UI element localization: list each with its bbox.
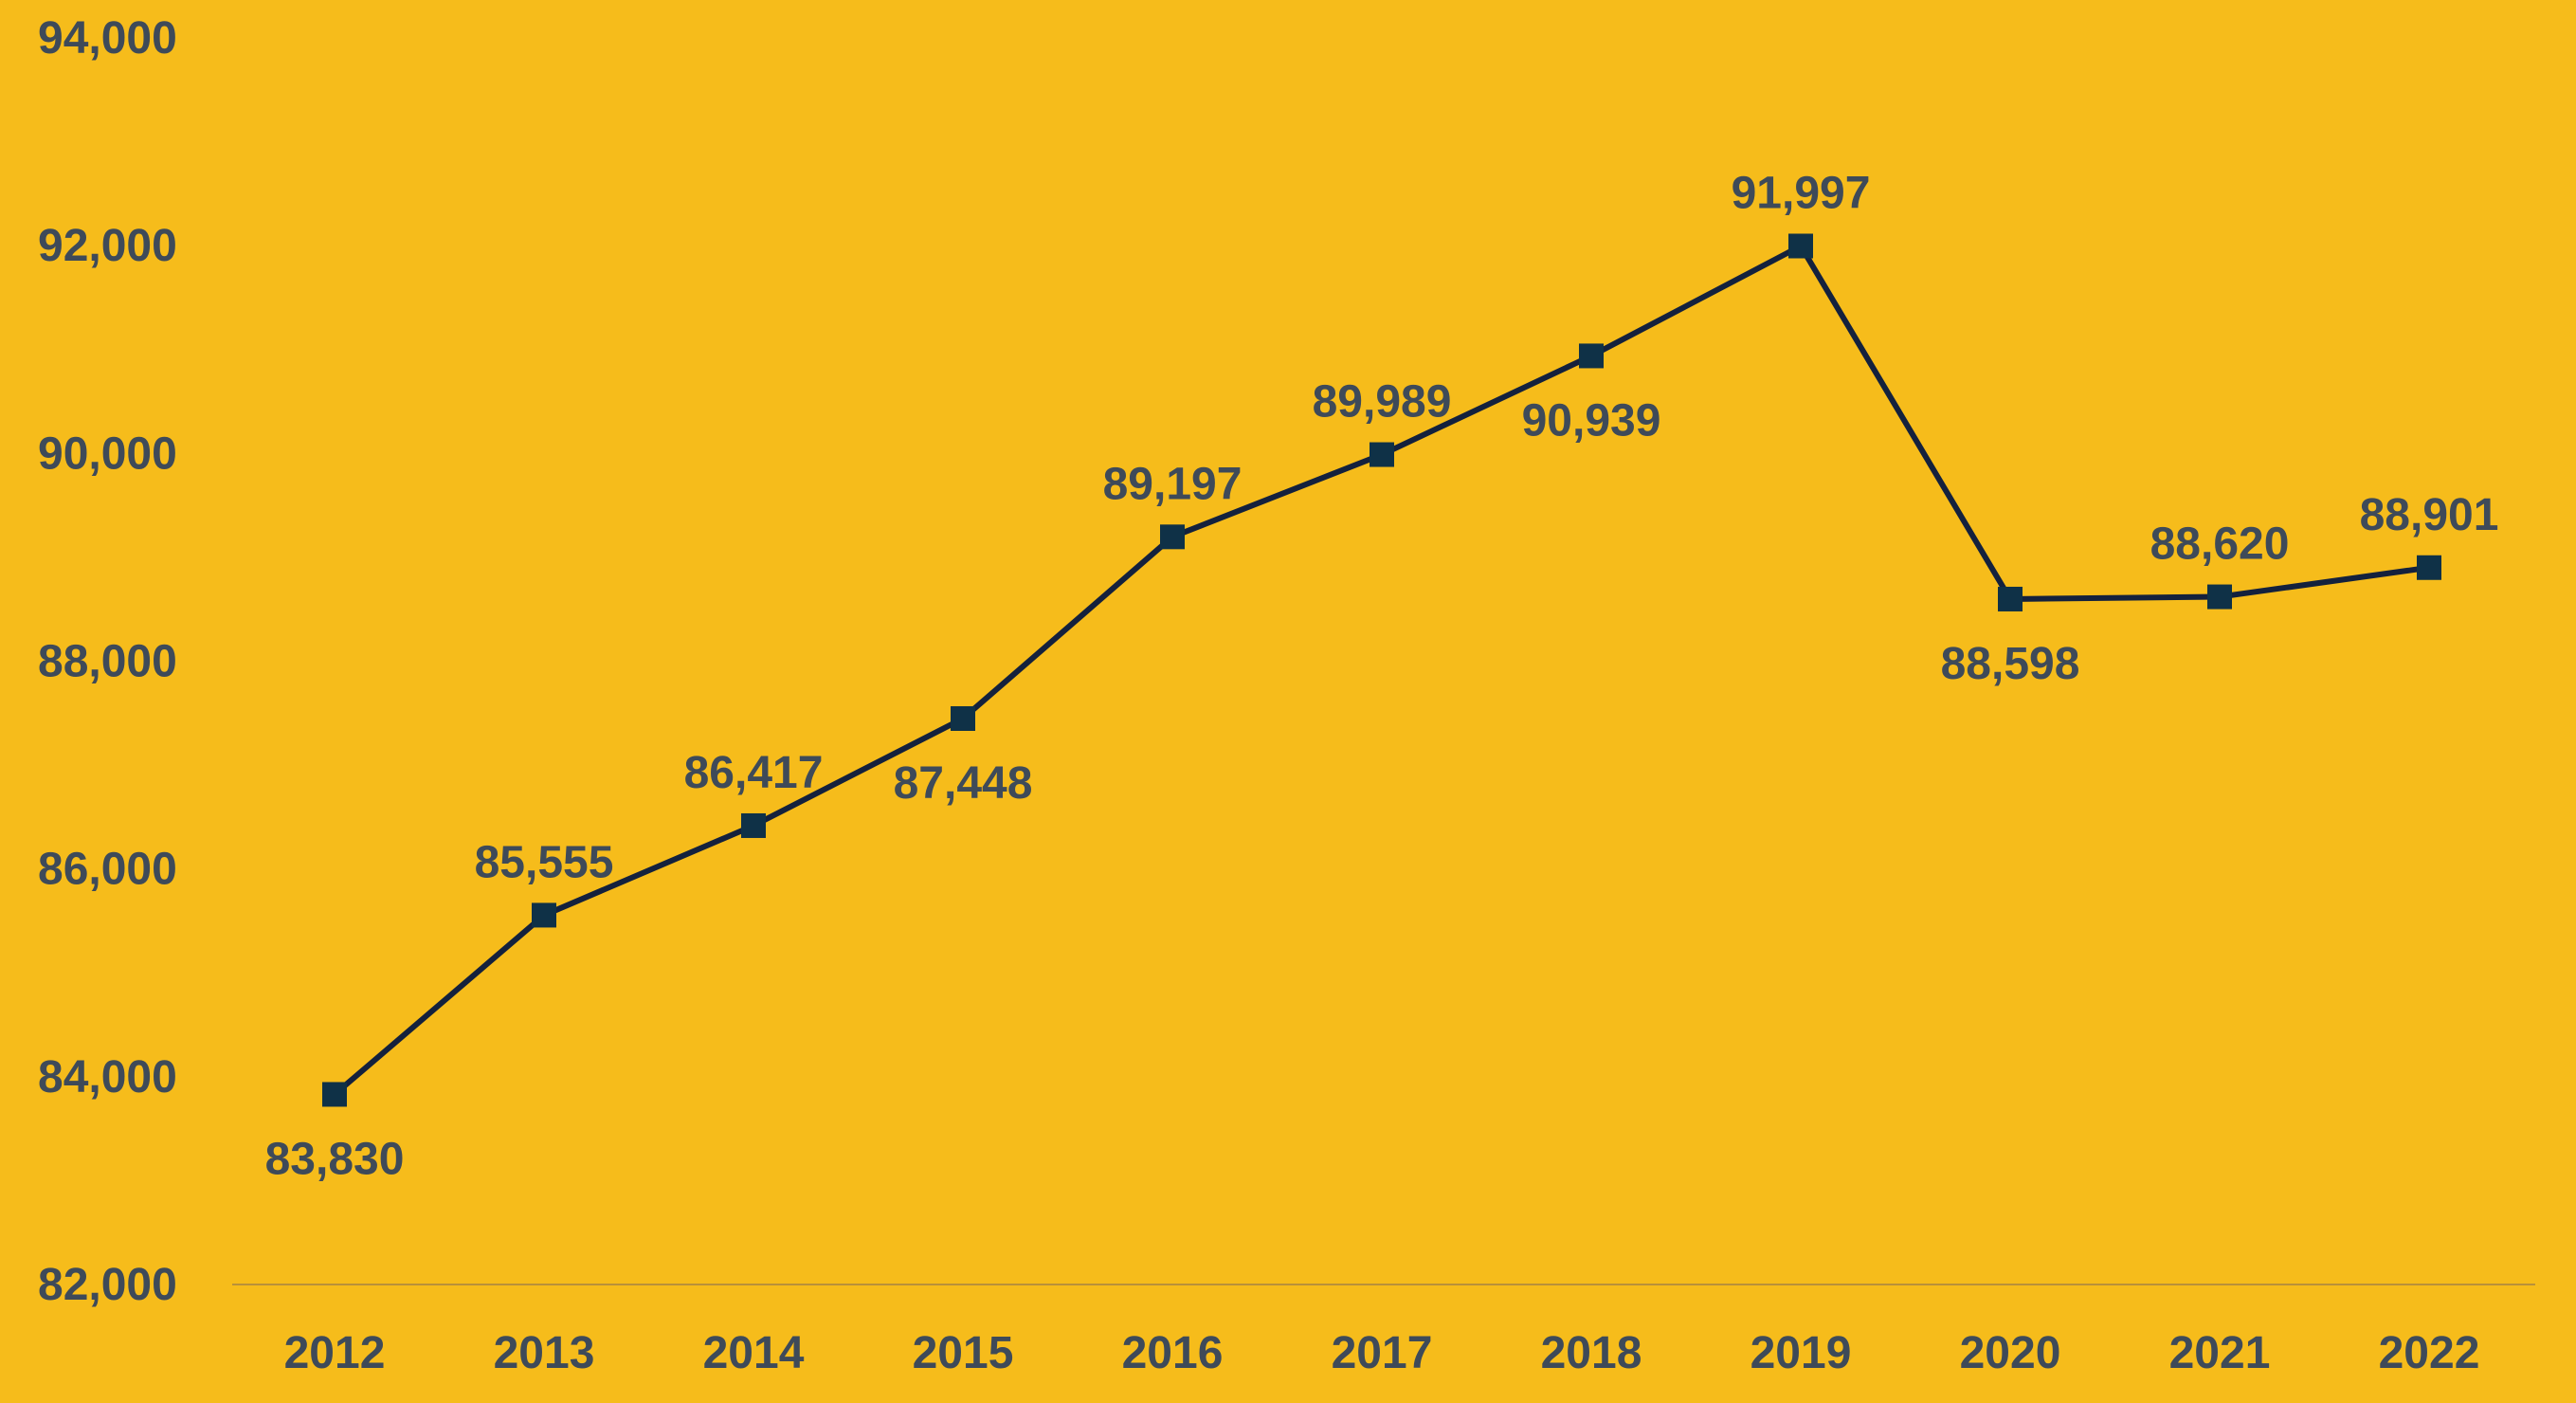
data-label: 85,555 <box>475 837 614 887</box>
data-point-marker <box>1370 442 1394 467</box>
x-tick-label: 2016 <box>1122 1328 1224 1378</box>
data-label: 88,620 <box>2150 519 2290 570</box>
data-label: 91,997 <box>1732 168 1871 218</box>
data-point-marker <box>1788 233 1813 259</box>
data-labels: 83,830 85,555 86,417 87,448 89,197 89,989 90,9… <box>265 168 2499 1184</box>
x-tick-label: 2015 <box>913 1328 1014 1378</box>
data-point-marker <box>322 1082 347 1107</box>
x-tick-label: 2012 <box>284 1328 386 1378</box>
data-label: 86,417 <box>684 748 824 798</box>
data-point-marker <box>1998 586 2023 611</box>
data-label: 89,989 <box>1313 377 1452 428</box>
x-tick-label: 2021 <box>2169 1328 2271 1378</box>
y-tick-label: 94,000 <box>38 13 177 64</box>
data-point-marker <box>1160 524 1185 550</box>
x-tick-label: 2020 <box>1960 1328 2061 1378</box>
x-tick-label: 2013 <box>494 1328 595 1378</box>
y-tick-label: 84,000 <box>38 1052 177 1102</box>
y-tick-label: 92,000 <box>38 221 177 271</box>
y-axis-labels: 82,000 84,000 86,000 88,000 90,000 92,000 94,0… <box>38 13 177 1310</box>
x-tick-label: 2017 <box>1332 1328 1433 1378</box>
x-tick-label: 2014 <box>703 1328 805 1378</box>
data-label: 83,830 <box>265 1134 405 1184</box>
data-point-marker <box>741 812 766 838</box>
data-label: 90,939 <box>1522 395 1661 446</box>
series-line <box>333 243 2430 1097</box>
y-tick-label: 82,000 <box>38 1260 177 1310</box>
x-axis-labels: 2012 2013 2014 2015 2016 2017 2018 2019 2020 2021… <box>284 1328 2480 1378</box>
data-point-marker <box>532 902 556 928</box>
y-tick-label: 86,000 <box>38 845 177 895</box>
x-tick-label: 2018 <box>1541 1328 1642 1378</box>
data-label: 87,448 <box>894 758 1033 809</box>
data-label: 88,598 <box>1941 639 2080 689</box>
y-tick-label: 88,000 <box>38 637 177 687</box>
data-label: 89,197 <box>1103 459 1243 509</box>
data-point-marker <box>2417 555 2441 580</box>
x-tick-label: 2019 <box>1751 1328 1852 1378</box>
data-point-marker <box>951 705 975 731</box>
x-tick-label: 2022 <box>2379 1328 2480 1378</box>
data-label: 88,901 <box>2360 490 2499 540</box>
data-point-marker <box>2207 584 2232 610</box>
y-tick-label: 90,000 <box>38 428 177 479</box>
data-point-marker <box>1579 343 1604 369</box>
data-markers <box>322 233 2441 1107</box>
